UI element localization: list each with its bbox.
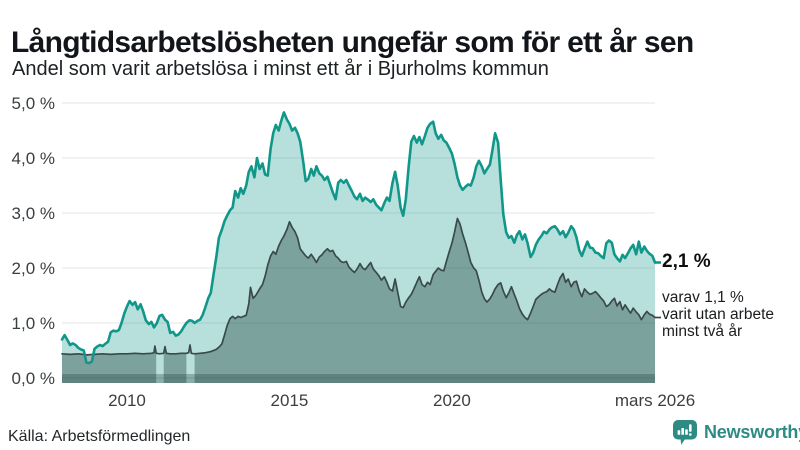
svg-text:2010: 2010 xyxy=(108,391,146,410)
svg-text:5,0 %: 5,0 % xyxy=(12,94,55,113)
latest-value-label: 2,1 % xyxy=(662,251,711,272)
svg-text:2020: 2020 xyxy=(433,391,471,410)
svg-text:1,0 %: 1,0 % xyxy=(12,314,55,333)
chart-subtitle: Andel som varit arbetslösa i minst ett å… xyxy=(12,58,549,80)
two-year-note: varav 1,1 % varit utan arbete minst två … xyxy=(662,289,775,340)
newsworthy-logo: Newsworthy xyxy=(672,419,800,446)
svg-text:4,0 %: 4,0 % xyxy=(12,149,55,168)
svg-text:0,0 %: 0,0 % xyxy=(12,369,55,388)
svg-text:mars 2026: mars 2026 xyxy=(615,391,695,410)
svg-text:3,0 %: 3,0 % xyxy=(12,204,55,223)
svg-text:2015: 2015 xyxy=(271,391,309,410)
newsworthy-icon xyxy=(673,420,697,445)
newsworthy-wordmark: Newsworthy xyxy=(704,422,800,442)
page-title: Långtidsarbetslösheten ungefär som för e… xyxy=(11,26,694,60)
svg-text:2,0 %: 2,0 % xyxy=(12,259,55,278)
source-note: Källa: Arbetsförmedlingen xyxy=(8,428,191,445)
